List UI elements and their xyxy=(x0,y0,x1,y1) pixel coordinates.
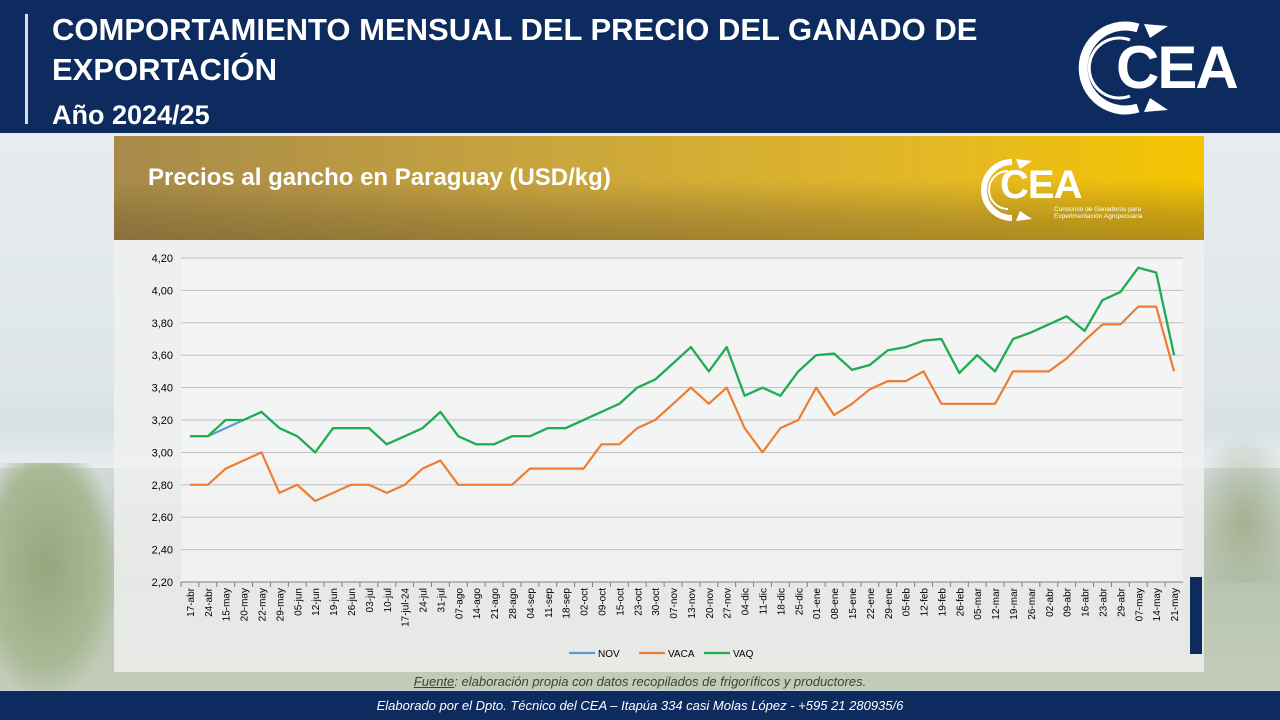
x-tick-label: 29-abr xyxy=(1116,587,1127,617)
footer-text: Elaborado por el Dpto. Técnico del CEA –… xyxy=(376,698,904,713)
x-tick-label: 23-oct xyxy=(633,588,644,616)
y-tick-label: 4,00 xyxy=(152,285,173,297)
series-line-vaq xyxy=(189,266,1176,454)
x-tick-label: 05-feb xyxy=(902,588,913,617)
x-tick-label: 02-abr xyxy=(1045,587,1056,617)
source-note: Fuente: elaboración propia con datos rec… xyxy=(0,674,1280,689)
x-tick-label: 26-jun xyxy=(347,588,358,616)
x-tick-label: 17-jul-24 xyxy=(401,588,412,627)
x-tick-label: 28-ago xyxy=(508,588,519,620)
x-tick-label: 11-sep xyxy=(544,588,555,618)
x-tick-label: 15-oct xyxy=(615,588,626,616)
y-tick-label: 3,60 xyxy=(152,350,173,362)
page-title: COMPORTAMIENTO MENSUAL DEL PRECIO DEL GA… xyxy=(52,12,978,87)
header: COMPORTAMIENTO MENSUAL DEL PRECIO DEL GA… xyxy=(0,0,1280,133)
x-tick-label: 25-dic xyxy=(794,588,805,615)
footer: Elaborado por el Dpto. Técnico del CEA –… xyxy=(0,691,1280,720)
x-tick-label: 07-may xyxy=(1134,588,1145,621)
x-tick-label: 14-ago xyxy=(472,588,483,620)
x-tick-label: 05-mar xyxy=(973,587,984,619)
x-tick-label: 26-mar xyxy=(1027,587,1038,619)
x-tick-label: 29-may xyxy=(275,588,286,621)
chart-title: Precios al gancho en Paraguay (USD/kg) xyxy=(148,164,611,191)
x-tick-label: 23-abr xyxy=(1098,587,1109,617)
legend-label-vaq: VAQ xyxy=(733,649,754,660)
x-tick-label: 04-sep xyxy=(526,588,537,619)
background-shrub xyxy=(1190,433,1280,583)
series-line-vaca xyxy=(189,305,1176,503)
cea-logo-swoosh-icon xyxy=(1078,21,1168,115)
x-tick-label: 18-sep xyxy=(562,588,573,619)
decorative-strip xyxy=(1190,577,1202,654)
y-tick-label: 2,40 xyxy=(152,545,173,557)
x-tick-label: 20-may xyxy=(240,588,251,621)
legend-label-vaca: VACA xyxy=(668,649,695,660)
x-tick-label: 09-abr xyxy=(1063,587,1074,617)
x-tick-label: 18-dic xyxy=(776,588,787,615)
x-tick-label: 24-abr xyxy=(204,587,215,617)
x-tick-label: 12-jun xyxy=(311,588,322,616)
x-tick-label: 05-jun xyxy=(293,588,304,616)
header-accent-bar xyxy=(25,14,28,124)
x-tick-label: 04-dic xyxy=(741,588,752,615)
x-tick-label: 10-jul xyxy=(383,588,394,612)
cea-logo-small-text: CEA xyxy=(1000,163,1082,207)
source-label: Fuente xyxy=(413,674,455,689)
chart-banner: Precios al gancho en Paraguay (USD/kg) C… xyxy=(114,136,1204,240)
x-tick-label: 21-ago xyxy=(490,588,501,620)
x-tick-label: 19-jun xyxy=(329,588,340,616)
legend-label-nov: NOV xyxy=(598,649,620,660)
x-tick-label: 13-nov xyxy=(687,588,698,619)
x-tick-label: 12-feb xyxy=(920,588,931,617)
x-tick-label: 26-feb xyxy=(955,588,966,617)
x-tick-label: 29-ene xyxy=(884,588,895,620)
cea-logo-small-subtitle: Consorcio de Ganaderos para Experimentac… xyxy=(1054,206,1143,220)
y-tick-label: 3,80 xyxy=(152,318,173,330)
source-text: : elaboración propia con datos recopilad… xyxy=(454,674,867,689)
x-tick-label: 09-oct xyxy=(597,588,608,616)
x-tick-label: 07-nov xyxy=(669,588,680,619)
line-chart: 4,20 4,00 3,80 3,60 3,40 3,20 3,00 2,80 2,60 2,40… xyxy=(152,253,1183,660)
x-tick-label: 08-ene xyxy=(830,588,841,620)
x-tick-label: 19-feb xyxy=(937,588,948,617)
x-tick-label: 16-abr xyxy=(1081,587,1092,617)
cea-logo-small: CEA Consorcio de Ganaderos para Experime… xyxy=(976,154,1186,226)
x-tick-label: 30-oct xyxy=(651,588,662,616)
x-tick-label: 22-ene xyxy=(866,588,877,620)
y-tick-label: 3,00 xyxy=(152,447,173,459)
x-tick-label: 14-may xyxy=(1152,588,1163,621)
x-tick-label: 03-jul xyxy=(365,588,376,612)
cea-logo-small-swoosh-icon xyxy=(981,159,1032,221)
x-tick-label: 02-oct xyxy=(580,588,591,616)
x-tick-label: 07-ago xyxy=(454,588,465,620)
cea-logo-text: CEA xyxy=(1116,34,1239,101)
x-tick-label: 19-mar xyxy=(1009,587,1020,619)
y-tick-label: 4,20 xyxy=(152,253,173,265)
background-shrub xyxy=(0,463,115,693)
banner-cattle-photo xyxy=(114,180,1204,240)
x-tick-label: 24-jul xyxy=(419,588,430,612)
cea-logo: CEA xyxy=(1078,16,1258,120)
x-tick-label: 11-dic xyxy=(759,588,770,615)
y-tick-label: 3,20 xyxy=(152,415,173,427)
x-tick-label: 15-may xyxy=(222,588,233,621)
x-tick-label: 12-mar xyxy=(991,587,1002,619)
x-tick-label: 22-may xyxy=(258,588,269,621)
x-tick-label: 17-abr xyxy=(186,587,197,617)
y-tick-label: 2,20 xyxy=(152,577,173,589)
x-tick-label: 27-nov xyxy=(723,588,734,619)
chart-panel: Precios al gancho en Paraguay (USD/kg) C… xyxy=(114,136,1204,672)
y-tick-label: 2,60 xyxy=(152,512,173,524)
x-tick-label: 15-ene xyxy=(848,588,859,620)
x-tick-label: 21-may xyxy=(1170,588,1181,621)
y-tick-label: 2,80 xyxy=(152,480,173,492)
x-tick-label: 20-nov xyxy=(705,588,716,619)
x-tick-label: 31-jul xyxy=(436,588,447,612)
x-tick-label: 01-ene xyxy=(812,588,823,620)
y-tick-label: 3,40 xyxy=(152,383,173,395)
page-subtitle-year: Año 2024/25 xyxy=(52,100,210,130)
